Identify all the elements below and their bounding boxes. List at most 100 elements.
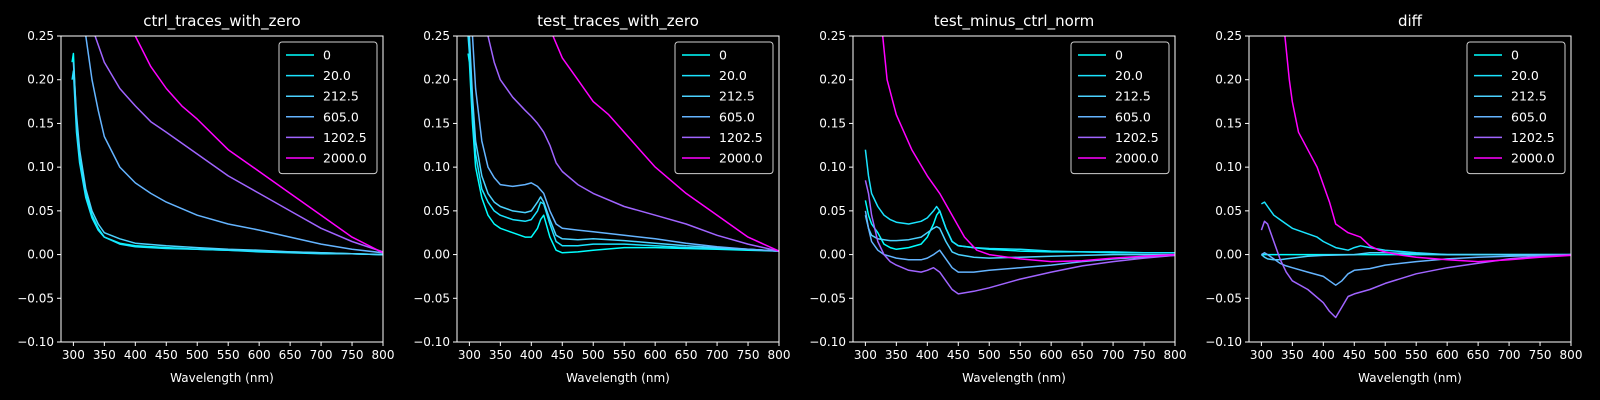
x-tick-label: 350 bbox=[489, 348, 512, 362]
x-tick-label: 450 bbox=[947, 348, 970, 362]
x-tick-label: 650 bbox=[1071, 348, 1094, 362]
x-tick-label: 300 bbox=[1250, 348, 1273, 362]
series-line bbox=[864, 210, 1175, 273]
x-tick-label: 400 bbox=[1312, 348, 1335, 362]
y-tick-label: 0.05 bbox=[819, 204, 846, 218]
chart-panel: 300 350 400 450 500 550 600 650 700 750 800 −0.10 −0… bbox=[17, 12, 394, 385]
legend-label: 0 bbox=[1115, 48, 1123, 63]
x-tick-label: 750 bbox=[737, 348, 760, 362]
x-tick-label: 800 bbox=[372, 348, 395, 362]
y-tick-label: 0.25 bbox=[1215, 29, 1242, 43]
y-tick-label: 0.00 bbox=[27, 248, 54, 262]
series-line bbox=[1260, 220, 1571, 319]
y-tick-label: −0.05 bbox=[809, 291, 846, 305]
series-group bbox=[467, 36, 779, 254]
series-line bbox=[1284, 36, 1571, 263]
x-tick-label: 750 bbox=[1133, 348, 1156, 362]
x-tick-label: 350 bbox=[93, 348, 116, 362]
x-tick-label: 300 bbox=[854, 348, 877, 362]
y-tick-label: 0.05 bbox=[1215, 204, 1242, 218]
legend-label: 605.0 bbox=[719, 109, 755, 124]
y-tick-label: 0.00 bbox=[423, 248, 450, 262]
y-tick-label: 0.00 bbox=[819, 248, 846, 262]
series-group bbox=[1260, 36, 1571, 319]
y-tick-label: −0.05 bbox=[17, 291, 54, 305]
y-tick-label: 0.20 bbox=[27, 73, 54, 87]
legend-label: 1202.5 bbox=[1511, 130, 1555, 145]
x-tick-label: 750 bbox=[341, 348, 364, 362]
series-group bbox=[864, 36, 1175, 295]
y-tick-label: 0.10 bbox=[819, 160, 846, 174]
y-tick-label: 0.15 bbox=[1215, 116, 1242, 130]
series-group bbox=[71, 36, 383, 256]
plot-frame bbox=[456, 35, 780, 343]
y-tick-label: −0.05 bbox=[1205, 291, 1242, 305]
y-tick-label: 0.15 bbox=[27, 116, 54, 130]
series-line bbox=[552, 36, 779, 252]
y-tick-label: −0.10 bbox=[809, 335, 846, 349]
y-tick-label: 0.20 bbox=[1215, 73, 1242, 87]
legend-label: 212.5 bbox=[1511, 89, 1547, 104]
x-tick-label: 400 bbox=[916, 348, 939, 362]
series-line bbox=[471, 36, 779, 252]
x-tick-label: 550 bbox=[1009, 348, 1032, 362]
x-tick-label: 600 bbox=[1040, 348, 1063, 362]
series-line bbox=[864, 200, 1175, 254]
x-tick-label: 600 bbox=[1436, 348, 1459, 362]
chart-panel: 300 350 400 450 500 550 600 650 700 750 800 −0.10 −0… bbox=[1205, 12, 1582, 385]
legend-label: 212.5 bbox=[323, 89, 359, 104]
x-tick-label: 600 bbox=[644, 348, 667, 362]
series-line bbox=[94, 36, 383, 253]
legend-label: 605.0 bbox=[1511, 109, 1547, 124]
chart-title: test_traces_with_zero bbox=[537, 12, 699, 31]
x-tick-label: 350 bbox=[1281, 348, 1304, 362]
plot-frame bbox=[1248, 35, 1572, 343]
y-tick-label: 0.15 bbox=[819, 116, 846, 130]
x-tick-label: 300 bbox=[458, 348, 481, 362]
plot-frame bbox=[60, 35, 384, 343]
legend-label: 1202.5 bbox=[719, 130, 763, 145]
series-line bbox=[1261, 252, 1571, 286]
y-tick-label: −0.10 bbox=[413, 335, 450, 349]
legend-label: 20.0 bbox=[323, 68, 351, 83]
legend-label: 20.0 bbox=[1511, 68, 1539, 83]
y-tick-label: 0.10 bbox=[423, 160, 450, 174]
legend-label: 20.0 bbox=[719, 68, 747, 83]
y-tick-label: 0.10 bbox=[27, 160, 54, 174]
legend-label: 20.0 bbox=[1115, 68, 1143, 83]
x-axis-label: Wavelength (nm) bbox=[566, 371, 670, 385]
x-tick-label: 300 bbox=[62, 348, 85, 362]
series-line bbox=[72, 62, 383, 256]
x-axis-label: Wavelength (nm) bbox=[170, 371, 274, 385]
y-tick-label: 0.05 bbox=[423, 204, 450, 218]
legend-label: 0 bbox=[323, 48, 331, 63]
x-tick-label: 550 bbox=[613, 348, 636, 362]
legend: 0 20.0 212.5 605.0 1202.5 2000.0 bbox=[278, 41, 378, 175]
y-tick-label: 0.00 bbox=[1215, 248, 1242, 262]
y-tick-label: 0.25 bbox=[27, 29, 54, 43]
chart-title: diff bbox=[1398, 12, 1423, 30]
y-tick-label: 0.15 bbox=[423, 116, 450, 130]
legend: 0 20.0 212.5 605.0 1202.5 2000.0 bbox=[1466, 41, 1566, 175]
series-line bbox=[468, 36, 779, 252]
series-line bbox=[864, 215, 1175, 259]
legend-label: 0 bbox=[719, 48, 727, 63]
legend: 0 20.0 212.5 605.0 1202.5 2000.0 bbox=[674, 41, 774, 175]
series-line bbox=[467, 53, 779, 254]
x-tick-label: 700 bbox=[310, 348, 333, 362]
x-tick-label: 350 bbox=[885, 348, 908, 362]
legend: 0 20.0 212.5 605.0 1202.5 2000.0 bbox=[1070, 41, 1170, 175]
x-tick-label: 400 bbox=[124, 348, 147, 362]
y-tick-label: −0.10 bbox=[1205, 335, 1242, 349]
x-tick-label: 650 bbox=[1467, 348, 1490, 362]
y-tick-label: 0.10 bbox=[1215, 160, 1242, 174]
x-tick-label: 600 bbox=[248, 348, 271, 362]
legend-label: 1202.5 bbox=[323, 130, 367, 145]
y-tick-label: 0.20 bbox=[423, 73, 450, 87]
legend-label: 2000.0 bbox=[1511, 151, 1555, 166]
x-tick-label: 500 bbox=[582, 348, 605, 362]
legend-label: 0 bbox=[1511, 48, 1519, 63]
series-line bbox=[864, 180, 1175, 295]
legend-label: 605.0 bbox=[1115, 109, 1151, 124]
x-tick-label: 700 bbox=[1102, 348, 1125, 362]
